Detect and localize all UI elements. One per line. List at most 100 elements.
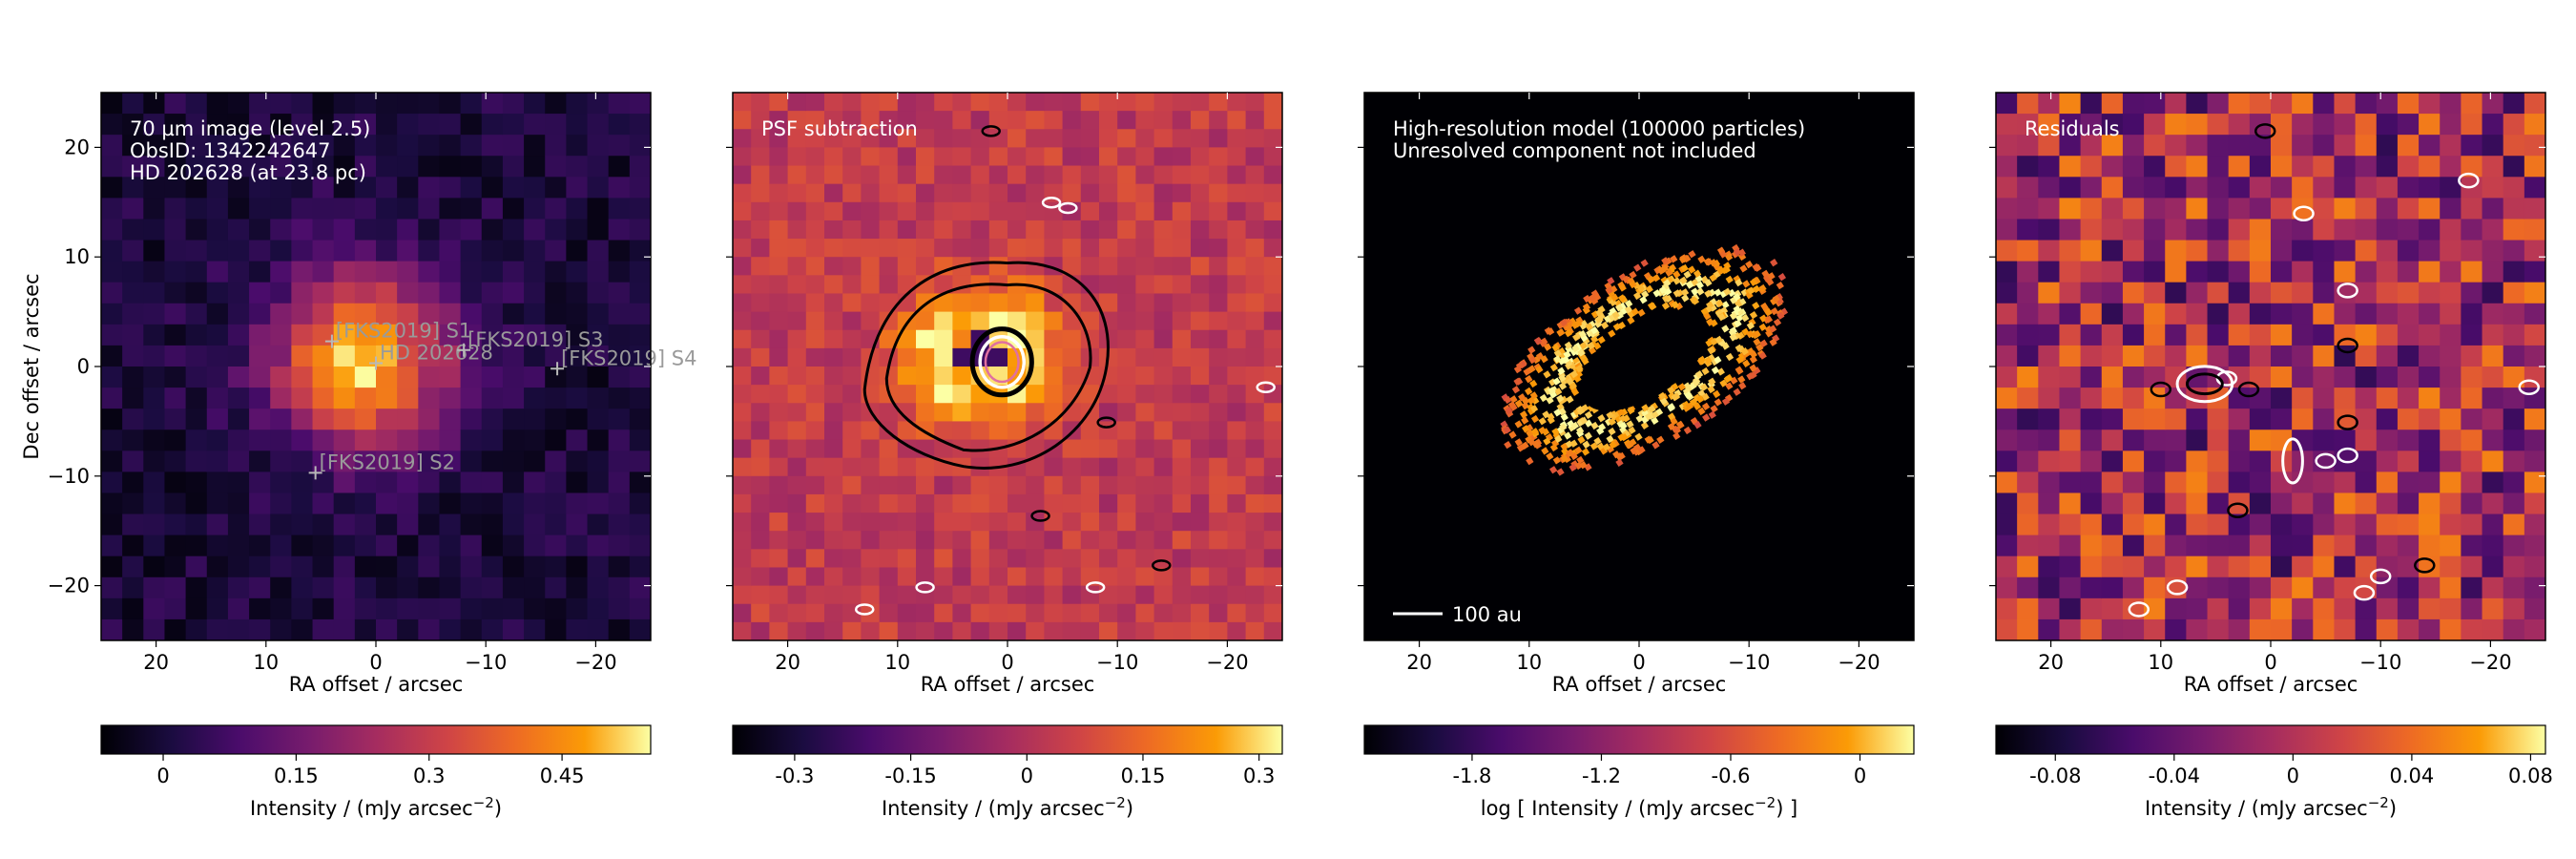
heatmap-cell (2271, 240, 2293, 262)
heatmap-cell (312, 430, 335, 451)
heatmap-cell (629, 261, 651, 283)
heatmap-cell (227, 303, 250, 325)
heatmap-cell (1227, 329, 1247, 349)
heatmap-cell (805, 603, 825, 623)
heatmap-cell (916, 385, 935, 404)
disc-particle (1574, 369, 1584, 379)
heatmap-cell (481, 303, 504, 325)
heatmap-cell (2228, 261, 2251, 283)
heatmap-cell (270, 114, 292, 136)
heatmap-cell (227, 345, 250, 367)
heatmap-cell (2038, 114, 2061, 136)
disc-particle (1735, 367, 1744, 375)
heatmap-cell (2461, 618, 2483, 640)
heatmap-cell (1153, 531, 1174, 550)
heatmap-cell (2186, 430, 2209, 451)
heatmap-cell (502, 198, 525, 220)
heatmap-cell (2440, 177, 2462, 199)
heatmap-cell (2101, 135, 2124, 157)
heatmap-cell (629, 219, 651, 241)
heatmap-cell (2271, 367, 2293, 388)
heatmap-cell (376, 409, 398, 430)
heatmap-cell (2144, 219, 2166, 241)
heatmap-cell (143, 597, 166, 620)
heatmap-cell (608, 409, 631, 430)
heatmap-cell (2122, 576, 2145, 599)
heatmap-cell (101, 450, 123, 472)
heatmap-cell (988, 531, 1008, 550)
heatmap-cell (587, 156, 610, 178)
heatmap-cell (861, 147, 881, 167)
heatmap-cell (897, 257, 917, 276)
disc-particle (1571, 321, 1580, 329)
heatmap-cell (1172, 147, 1192, 167)
heatmap-cell (861, 93, 881, 112)
heatmap-cell (2228, 555, 2251, 578)
heatmap-cell (2503, 430, 2525, 451)
heatmap-cell (934, 183, 953, 203)
y-tick-label: −20 (48, 575, 90, 597)
heatmap-cell (206, 555, 229, 578)
disc-particle (1645, 412, 1653, 421)
heatmap-cell (1263, 567, 1282, 587)
disc-particle (1683, 270, 1692, 279)
contour-line (2337, 447, 2358, 464)
heatmap-cell (249, 135, 271, 157)
heatmap-cell (751, 329, 770, 349)
heatmap-cell (787, 220, 807, 240)
heatmap-cell (897, 457, 917, 477)
heatmap-cell (787, 567, 807, 587)
heatmap-cell (333, 555, 356, 578)
heatmap-cell (916, 457, 935, 477)
heatmap-cell (481, 261, 504, 283)
heatmap-cell (439, 534, 462, 557)
heatmap-cell (1263, 111, 1282, 130)
heatmap-cell (2524, 303, 2545, 325)
contour-line (2414, 557, 2436, 574)
heatmap-cell (952, 239, 972, 258)
heatmap-cell (418, 618, 441, 640)
heatmap-cell (1245, 621, 1265, 640)
heatmap-cell (1245, 513, 1265, 532)
heatmap-cell (524, 492, 546, 515)
heatmap-cell (291, 471, 314, 494)
heatmap-cell (842, 347, 862, 367)
heatmap-cell (291, 388, 314, 409)
heatmap-cell (2207, 282, 2230, 304)
heatmap-cell (2419, 93, 2441, 115)
heatmap-cell (1117, 239, 1136, 258)
heatmap-cell (952, 567, 972, 587)
heatmap-cell (1227, 367, 1247, 386)
heatmap-cell (2461, 576, 2483, 599)
heatmap-cell (439, 261, 462, 283)
heatmap-cell (2122, 345, 2145, 367)
heatmap-cell (1117, 165, 1136, 185)
heatmap-cell (2397, 618, 2420, 640)
heatmap-cell (418, 388, 441, 409)
heatmap-cell (2503, 93, 2525, 115)
colorbar-label: Intensity / (mJy arcsec−2) (250, 794, 502, 820)
heatmap-cell (1263, 367, 1282, 386)
heatmap-cell (333, 534, 356, 557)
heatmap-cell (2165, 618, 2187, 640)
disc-particle (1758, 351, 1767, 360)
heatmap-cell (842, 421, 862, 441)
heatmap-cell (2461, 93, 2483, 115)
heatmap-cell (2524, 555, 2545, 578)
heatmap-cell (397, 576, 419, 599)
heatmap-cell (2038, 177, 2061, 199)
heatmap-cell (2334, 597, 2357, 620)
heatmap-cell (1153, 567, 1174, 587)
heatmap-cell (2524, 471, 2545, 494)
heatmap-cell (916, 257, 935, 276)
heatmap-cell (2355, 261, 2378, 283)
heatmap-cell (227, 261, 250, 283)
heatmap-cell (988, 129, 1008, 148)
colorbar-tick-label: 0 (2287, 765, 2299, 787)
heatmap-cell (2271, 534, 2293, 557)
heatmap-cell (2144, 450, 2166, 472)
heatmap-cell (481, 534, 504, 557)
disc-particle (1628, 426, 1636, 434)
heatmap-cell (1172, 311, 1192, 331)
heatmap-cell (2482, 388, 2504, 409)
